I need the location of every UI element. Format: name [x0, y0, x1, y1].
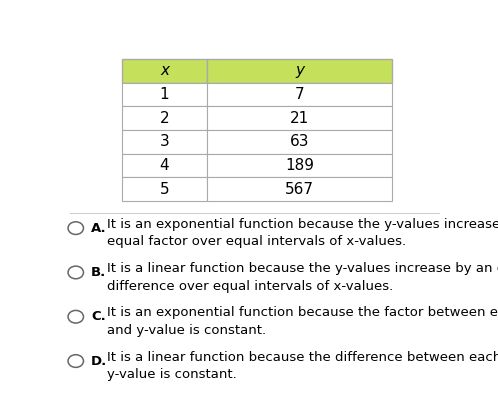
- Text: It is a linear function because the y-values increase by an equal: It is a linear function because the y-va…: [107, 262, 498, 275]
- Bar: [122, 154, 207, 178]
- Bar: [207, 130, 392, 154]
- Text: 4: 4: [160, 158, 169, 173]
- Text: It is an exponential function because the factor between each x-: It is an exponential function because th…: [107, 307, 498, 319]
- Text: 5: 5: [160, 182, 169, 197]
- Text: B.: B.: [91, 266, 107, 279]
- Text: It is a linear function because the difference between each x- and: It is a linear function because the diff…: [107, 351, 498, 364]
- Bar: [207, 83, 392, 106]
- Text: 3: 3: [160, 134, 169, 149]
- Text: y-value is constant.: y-value is constant.: [107, 368, 237, 381]
- Text: x: x: [160, 63, 169, 78]
- Bar: [207, 59, 392, 83]
- Text: y: y: [295, 63, 304, 78]
- Bar: [207, 154, 392, 178]
- Text: 2: 2: [160, 111, 169, 126]
- Text: difference over equal intervals of x-values.: difference over equal intervals of x-val…: [107, 279, 393, 293]
- Text: 21: 21: [290, 111, 309, 126]
- Bar: [122, 178, 207, 201]
- Text: 7: 7: [295, 87, 304, 102]
- Bar: [207, 106, 392, 130]
- Bar: [70, 213, 441, 214]
- Text: D.: D.: [91, 355, 108, 367]
- Text: A.: A.: [91, 222, 107, 235]
- Bar: [122, 130, 207, 154]
- Text: equal factor over equal intervals of x-values.: equal factor over equal intervals of x-v…: [107, 235, 406, 248]
- Text: 1: 1: [160, 87, 169, 102]
- Text: 189: 189: [285, 158, 314, 173]
- Bar: [122, 83, 207, 106]
- Text: and y-value is constant.: and y-value is constant.: [107, 324, 266, 337]
- Bar: [122, 106, 207, 130]
- Text: 63: 63: [290, 134, 309, 149]
- Text: C.: C.: [91, 310, 106, 323]
- Text: It is an exponential function because the y-values increase by an: It is an exponential function because th…: [107, 218, 498, 231]
- Text: 567: 567: [285, 182, 314, 197]
- Bar: [207, 178, 392, 201]
- Bar: [122, 59, 207, 83]
